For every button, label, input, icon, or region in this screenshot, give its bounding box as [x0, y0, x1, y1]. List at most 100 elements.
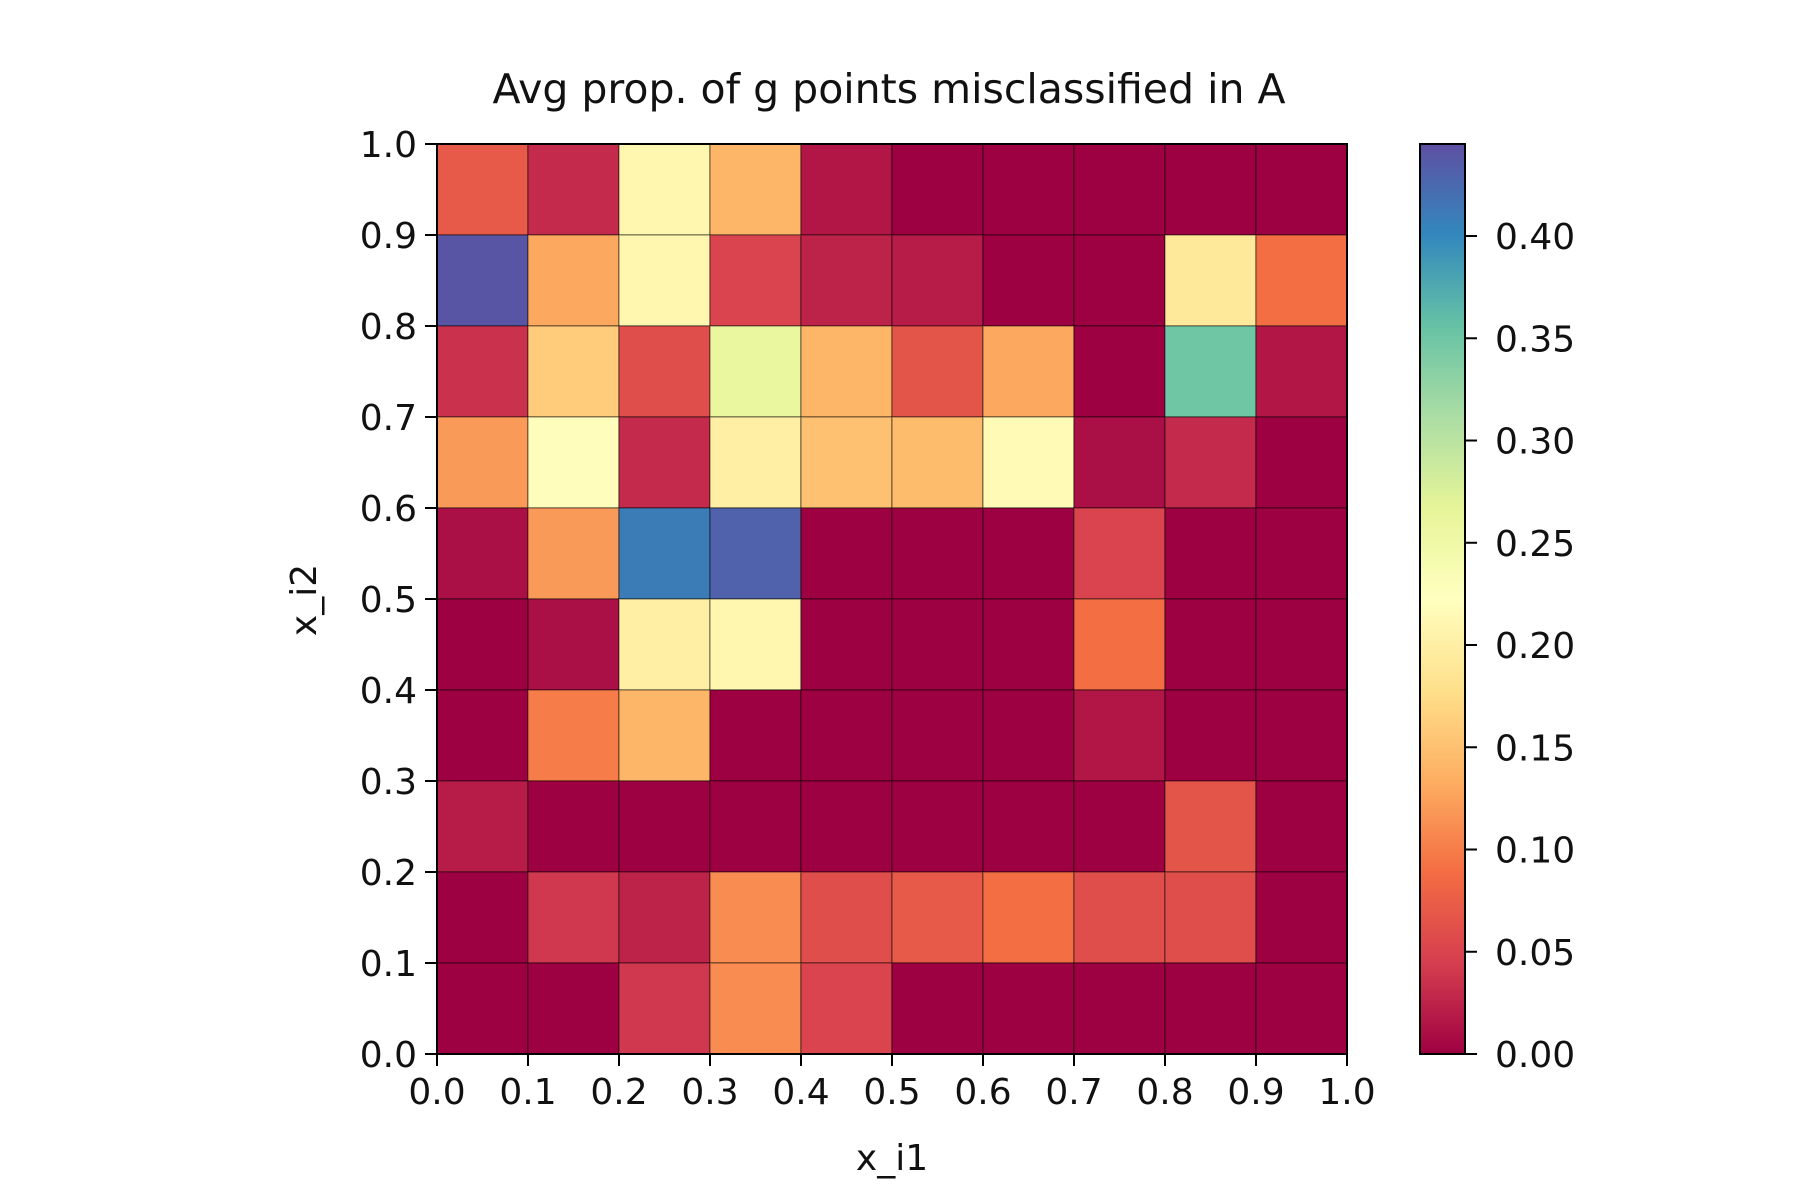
heatmap-cell: [800, 689, 893, 782]
y-tick-label: 0.3: [360, 762, 417, 803]
heatmap-cell: [436, 234, 529, 327]
heatmap-cell: [709, 871, 802, 964]
colorbar: [1419, 143, 1466, 1055]
heatmap-cell: [618, 416, 711, 509]
heatmap-cell: [436, 507, 529, 600]
x-tick-label: 0.9: [1227, 1072, 1284, 1113]
heatmap-cell: [527, 689, 620, 782]
heatmap-cell: [982, 325, 1075, 418]
heatmap-cell: [982, 780, 1075, 873]
y-tick-label: 0.8: [360, 307, 417, 348]
heatmap-cell: [1255, 507, 1348, 600]
heatmap-cell: [709, 234, 802, 327]
heatmap-cell: [618, 325, 711, 418]
x-tick-label: 0.4: [772, 1072, 829, 1113]
heatmap-cell: [800, 416, 893, 509]
heatmap-cell: [436, 780, 529, 873]
y-axis: 0.0 0.1 0.2 0.3 0.4 0.5 0.6 0.7 0.8 0.9 1.0: [360, 125, 437, 1076]
heatmap-cell: [436, 689, 529, 782]
colorbar-tick-label: 0.20: [1495, 626, 1575, 667]
heatmap-cell: [1073, 962, 1166, 1055]
heatmap-cell: [891, 416, 984, 509]
heatmap-cell: [982, 416, 1075, 509]
heatmap-cell: [618, 962, 711, 1055]
heatmap-cell: [618, 780, 711, 873]
heatmap-cell: [800, 143, 893, 236]
colorbar-tick-label: 0.40: [1495, 217, 1575, 258]
heatmap-cell: [1073, 234, 1166, 327]
heatmap-cell: [1073, 143, 1166, 236]
heatmap-cell: [1164, 962, 1257, 1055]
heatmap-cell: [982, 143, 1075, 236]
heatmap-cell: [800, 962, 893, 1055]
heatmap-cell: [709, 962, 802, 1055]
heatmap-cell: [436, 962, 529, 1055]
heatmap-cell: [1164, 598, 1257, 691]
heatmap-cell: [891, 143, 984, 236]
heatmap-cell: [982, 962, 1075, 1055]
y-tick-label: 0.2: [360, 853, 417, 894]
heatmap-cell: [800, 780, 893, 873]
heatmap-cell: [436, 598, 529, 691]
heatmap-cell: [1255, 416, 1348, 509]
x-tick-label: 0.8: [1136, 1072, 1193, 1113]
heatmap-cell: [436, 871, 529, 964]
heatmap-cell: [1255, 325, 1348, 418]
heatmap-cell: [1255, 689, 1348, 782]
heatmap-cell: [527, 507, 620, 600]
heatmap-cell: [982, 598, 1075, 691]
heatmap-cell: [1255, 143, 1348, 236]
y-tick-label: 0.1: [360, 944, 417, 985]
heatmap-cell: [800, 507, 893, 600]
colorbar-tick-label: 0.05: [1495, 933, 1575, 974]
chart-title: Avg prop. of g points misclassified in A: [492, 65, 1285, 113]
heatmap-cells: [436, 143, 1348, 1055]
y-tick-label: 0.9: [360, 216, 417, 257]
heatmap-cell: [618, 689, 711, 782]
y-tick-label: 1.0: [360, 125, 417, 166]
heatmap-cell: [1164, 780, 1257, 873]
heatmap-cell: [709, 325, 802, 418]
heatmap-cell: [982, 689, 1075, 782]
y-tick-label: 0.7: [360, 398, 417, 439]
heatmap-cell: [527, 780, 620, 873]
heatmap-cell: [618, 143, 711, 236]
heatmap-cell: [1073, 871, 1166, 964]
heatmap-cell: [618, 871, 711, 964]
y-axis-label: x_i2: [284, 564, 325, 636]
heatmap-cell: [527, 962, 620, 1055]
heatmap-cell: [1164, 689, 1257, 782]
heatmap-cell: [527, 871, 620, 964]
colorbar-tick-label: 0.00: [1495, 1035, 1575, 1076]
heatmap-cell: [709, 598, 802, 691]
heatmap-cell: [1164, 507, 1257, 600]
y-tick-label: 0.6: [360, 489, 417, 530]
heatmap-cell: [982, 871, 1075, 964]
heatmap-cell: [800, 598, 893, 691]
colorbar-tick-label: 0.35: [1495, 319, 1575, 360]
x-tick-label: 0.3: [681, 1072, 738, 1113]
heatmap-cell: [436, 143, 529, 236]
heatmap-cell: [1255, 598, 1348, 691]
heatmap-cell: [891, 962, 984, 1055]
colorbar-tick-label: 0.25: [1495, 524, 1575, 565]
heatmap-cell: [800, 871, 893, 964]
x-tick-label: 0.1: [499, 1072, 556, 1113]
heatmap-cell: [891, 325, 984, 418]
heatmap-cell: [527, 325, 620, 418]
heatmap-cell: [1164, 143, 1257, 236]
heatmap-cell: [891, 598, 984, 691]
heatmap-cell: [1164, 234, 1257, 327]
heatmap-cell: [1073, 598, 1166, 691]
heatmap-cell: [1255, 780, 1348, 873]
heatmap-cell: [1255, 871, 1348, 964]
heatmap-cell: [891, 507, 984, 600]
heatmap-cell: [709, 416, 802, 509]
heatmap-cell: [618, 507, 711, 600]
heatmap-cell: [891, 689, 984, 782]
heatmap-cell: [527, 598, 620, 691]
heatmap-cell: [709, 780, 802, 873]
heatmap-cell: [618, 598, 711, 691]
heatmap-cell: [982, 507, 1075, 600]
